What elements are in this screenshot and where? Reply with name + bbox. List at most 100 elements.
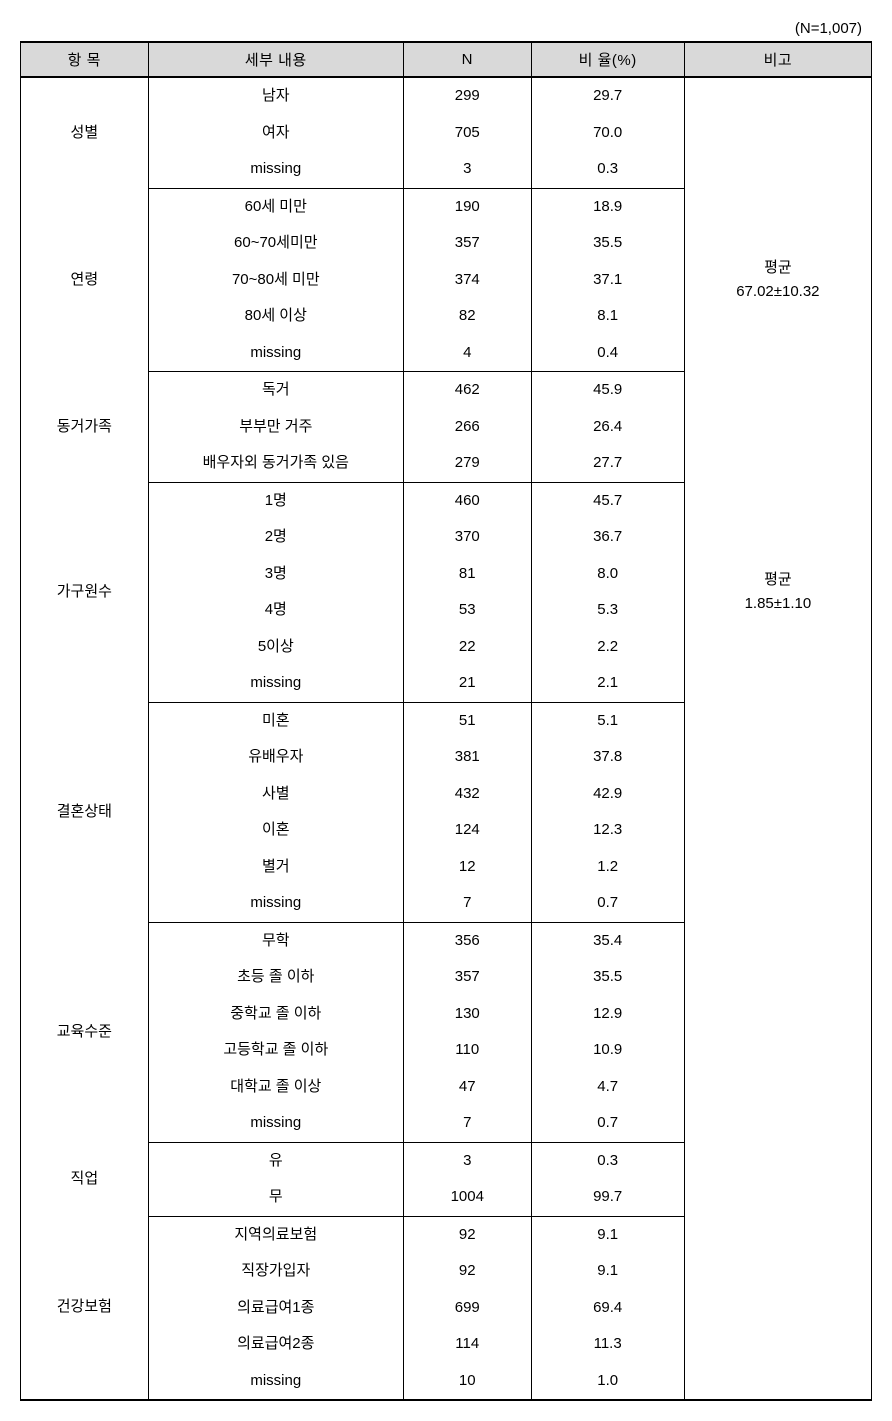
pct-cell: 37.8 <box>531 739 684 776</box>
detail-cell: 중학교 졸 이하 <box>148 996 403 1033</box>
detail-cell: 4명 <box>148 592 403 629</box>
n-cell: 7 <box>403 1105 531 1142</box>
detail-cell: 대학교 졸 이상 <box>148 1069 403 1106</box>
category-cell: 결혼상태 <box>21 702 149 922</box>
detail-cell: 2명 <box>148 519 403 556</box>
detail-cell: 배우자외 동거가족 있음 <box>148 445 403 482</box>
n-cell: 114 <box>403 1326 531 1363</box>
n-cell: 299 <box>403 77 531 115</box>
detail-cell: 3명 <box>148 556 403 593</box>
detail-cell: 직장가입자 <box>148 1253 403 1290</box>
n-cell: 699 <box>403 1290 531 1327</box>
pct-cell: 42.9 <box>531 776 684 813</box>
category-cell: 연령 <box>21 188 149 372</box>
detail-cell: missing <box>148 1105 403 1142</box>
n-cell: 92 <box>403 1253 531 1290</box>
n-cell: 705 <box>403 115 531 152</box>
category-cell: 가구원수 <box>21 482 149 702</box>
note-cell <box>684 1216 871 1400</box>
n-cell: 22 <box>403 629 531 666</box>
pct-cell: 2.2 <box>531 629 684 666</box>
pct-cell: 0.7 <box>531 885 684 922</box>
n-cell: 110 <box>403 1032 531 1069</box>
pct-cell: 1.0 <box>531 1363 684 1401</box>
detail-cell: 60세 미만 <box>148 188 403 225</box>
pct-cell: 36.7 <box>531 519 684 556</box>
table-row: 동거가족독거46245.9 <box>21 372 872 409</box>
pct-cell: 27.7 <box>531 445 684 482</box>
header-category: 항 목 <box>21 42 149 77</box>
detail-cell: 이혼 <box>148 812 403 849</box>
pct-cell: 5.1 <box>531 702 684 739</box>
n-cell: 130 <box>403 996 531 1033</box>
pct-cell: 99.7 <box>531 1179 684 1216</box>
pct-cell: 70.0 <box>531 115 684 152</box>
detail-cell: missing <box>148 665 403 702</box>
header-pct: 비 율(%) <box>531 42 684 77</box>
detail-cell: 사별 <box>148 776 403 813</box>
n-cell: 374 <box>403 262 531 299</box>
detail-cell: 별거 <box>148 849 403 886</box>
pct-cell: 12.3 <box>531 812 684 849</box>
pct-cell: 69.4 <box>531 1290 684 1327</box>
n-cell: 92 <box>403 1216 531 1253</box>
n-cell: 7 <box>403 885 531 922</box>
n-cell: 4 <box>403 335 531 372</box>
detail-cell: 의료급여1종 <box>148 1290 403 1327</box>
table-row: 성별남자29929.7 <box>21 77 872 115</box>
n-cell: 279 <box>403 445 531 482</box>
category-cell: 직업 <box>21 1142 149 1216</box>
n-cell: 381 <box>403 739 531 776</box>
n-cell: 3 <box>403 1142 531 1179</box>
n-cell: 357 <box>403 959 531 996</box>
pct-cell: 9.1 <box>531 1216 684 1253</box>
n-cell: 1004 <box>403 1179 531 1216</box>
detail-cell: missing <box>148 151 403 188</box>
detail-cell: 남자 <box>148 77 403 115</box>
table-row: 교육수준무학35635.4 <box>21 922 872 959</box>
detail-cell: 무 <box>148 1179 403 1216</box>
n-cell: 266 <box>403 409 531 446</box>
detail-cell: 미혼 <box>148 702 403 739</box>
demographics-table: 항 목 세부 내용 N 비 율(%) 비고 성별남자29929.7여자70570… <box>20 41 872 1401</box>
pct-cell: 0.3 <box>531 151 684 188</box>
detail-cell: 1명 <box>148 482 403 519</box>
pct-cell: 11.3 <box>531 1326 684 1363</box>
header-note: 비고 <box>684 42 871 77</box>
table-header-row: 항 목 세부 내용 N 비 율(%) 비고 <box>21 42 872 77</box>
pct-cell: 18.9 <box>531 188 684 225</box>
detail-cell: 고등학교 졸 이하 <box>148 1032 403 1069</box>
pct-cell: 45.7 <box>531 482 684 519</box>
pct-cell: 29.7 <box>531 77 684 115</box>
detail-cell: 여자 <box>148 115 403 152</box>
detail-cell: 60~70세미만 <box>148 225 403 262</box>
n-cell: 10 <box>403 1363 531 1401</box>
pct-cell: 1.2 <box>531 849 684 886</box>
detail-cell: 유배우자 <box>148 739 403 776</box>
detail-cell: 독거 <box>148 372 403 409</box>
table-caption: (N=1,007) <box>20 20 872 37</box>
header-n: N <box>403 42 531 77</box>
detail-cell: 70~80세 미만 <box>148 262 403 299</box>
pct-cell: 35.5 <box>531 225 684 262</box>
pct-cell: 2.1 <box>531 665 684 702</box>
n-cell: 51 <box>403 702 531 739</box>
detail-cell: missing <box>148 885 403 922</box>
pct-cell: 5.3 <box>531 592 684 629</box>
n-cell: 81 <box>403 556 531 593</box>
n-cell: 370 <box>403 519 531 556</box>
detail-cell: 의료급여2종 <box>148 1326 403 1363</box>
note-cell <box>684 1142 871 1216</box>
pct-cell: 45.9 <box>531 372 684 409</box>
detail-cell: 초등 졸 이하 <box>148 959 403 996</box>
table-row: 건강보험지역의료보험929.1 <box>21 1216 872 1253</box>
detail-cell: 80세 이상 <box>148 298 403 335</box>
table-row: 직업유30.3 <box>21 1142 872 1179</box>
note-cell: 평균67.02±10.32 <box>684 188 871 372</box>
table-row: 가구원수1명46045.7평균1.85±1.10 <box>21 482 872 519</box>
n-cell: 82 <box>403 298 531 335</box>
detail-cell: 5이상 <box>148 629 403 666</box>
n-cell: 432 <box>403 776 531 813</box>
n-cell: 460 <box>403 482 531 519</box>
detail-cell: 지역의료보험 <box>148 1216 403 1253</box>
